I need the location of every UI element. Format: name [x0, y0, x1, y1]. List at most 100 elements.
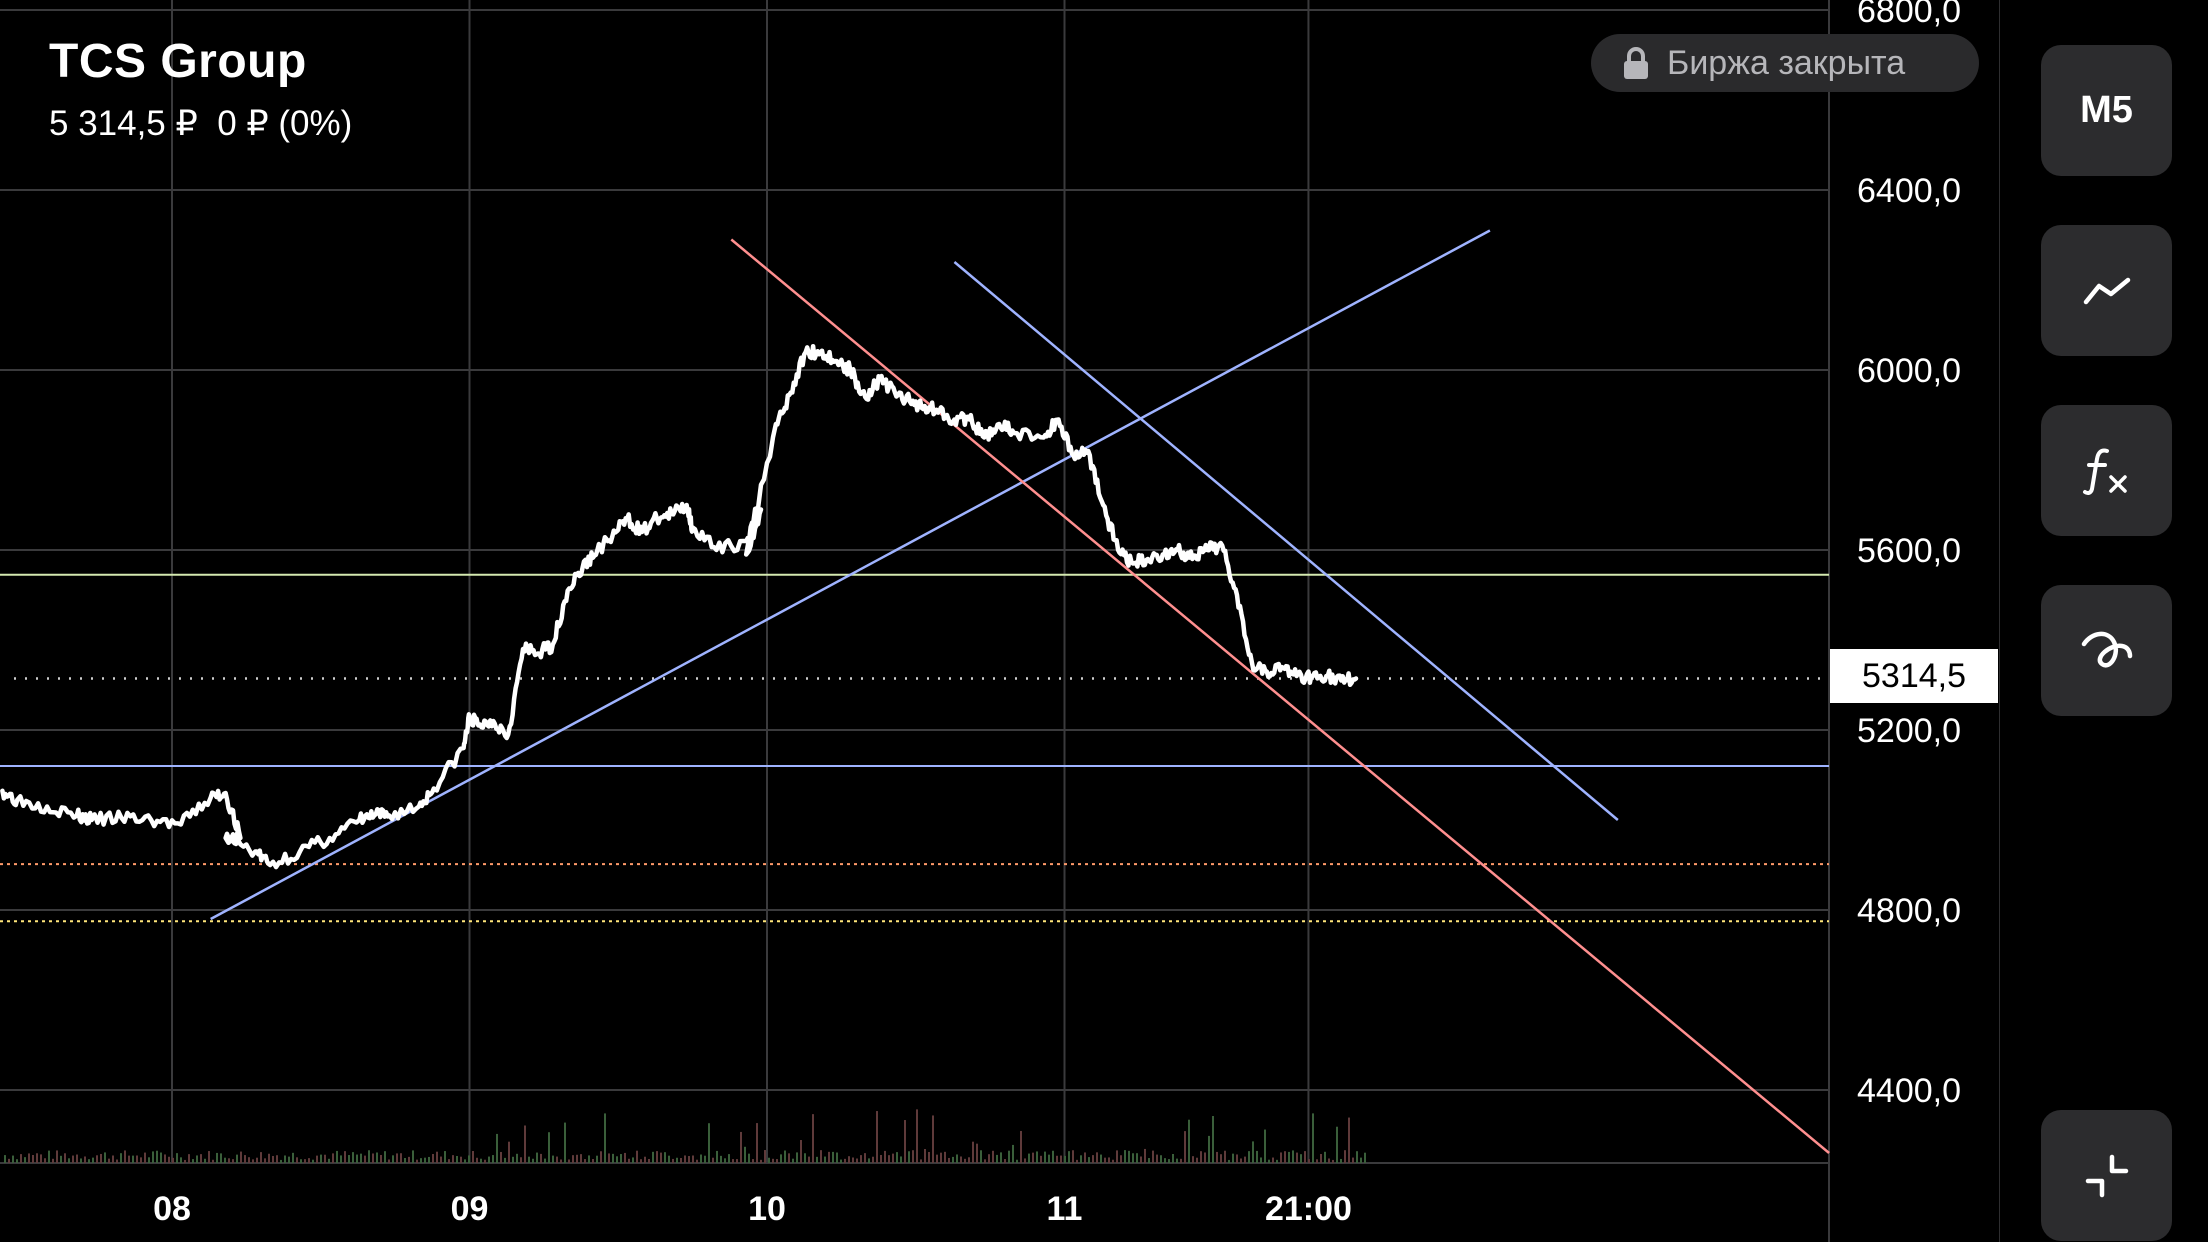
volume-bar — [452, 1155, 454, 1163]
y-tick-label: 6000,0 — [1857, 352, 1961, 390]
volume-bar — [92, 1157, 94, 1163]
volume-bar — [108, 1158, 110, 1163]
volume-bar — [864, 1153, 866, 1163]
volume-bar — [256, 1157, 258, 1163]
volume-bar — [56, 1150, 58, 1163]
volume-bar — [548, 1132, 550, 1163]
volume-bar — [1272, 1157, 1274, 1163]
volume-bar — [596, 1155, 598, 1163]
volume-bar — [328, 1158, 330, 1163]
volume-bar — [788, 1153, 790, 1163]
volume-bar — [716, 1150, 718, 1163]
volume-bar — [348, 1155, 350, 1163]
price-series — [0, 343, 1359, 870]
volume-bar — [288, 1156, 290, 1163]
volume-bar — [220, 1153, 222, 1163]
volume-bar — [904, 1120, 906, 1163]
volume-bar — [1088, 1157, 1090, 1163]
volume-bar — [1348, 1117, 1350, 1163]
volume-bar — [972, 1141, 974, 1163]
volume-bar — [932, 1115, 934, 1163]
volume-bar — [752, 1159, 754, 1163]
volume-bar — [344, 1151, 346, 1163]
volume-bar — [976, 1143, 978, 1163]
volume-bar — [308, 1158, 310, 1163]
volume-bar — [1324, 1151, 1326, 1163]
volume-bar — [36, 1153, 38, 1163]
volume-bar — [8, 1158, 10, 1163]
volume-bar — [680, 1157, 682, 1163]
volume-bar — [504, 1157, 506, 1163]
volume-bar — [316, 1155, 318, 1163]
volume-bar — [1100, 1154, 1102, 1163]
volume-bar — [416, 1159, 418, 1163]
volume-bar — [524, 1125, 526, 1163]
volume-bar — [816, 1156, 818, 1163]
price-line[interactable] — [0, 343, 1359, 870]
volume-bar — [544, 1158, 546, 1163]
trend-line[interactable] — [953, 261, 1619, 821]
volume-bar — [556, 1156, 558, 1163]
volume-bar — [232, 1159, 234, 1163]
volume-bar — [616, 1156, 618, 1163]
volume-bar — [736, 1159, 738, 1163]
volume-bar — [20, 1154, 22, 1163]
volume-bar — [1340, 1158, 1342, 1163]
volume-bar — [284, 1155, 286, 1163]
volume-bar — [428, 1156, 430, 1163]
interval-button[interactable]: M5 — [2041, 45, 2172, 176]
instrument-title: TCS Group — [49, 35, 307, 88]
volume-bar — [956, 1154, 958, 1163]
volume-bar — [1216, 1151, 1218, 1163]
volume-bar — [1192, 1156, 1194, 1163]
volume-bar — [276, 1155, 278, 1163]
volume-bar — [588, 1155, 590, 1163]
volume-bar — [520, 1157, 522, 1163]
indicators-button[interactable] — [2041, 405, 2172, 536]
volume-bar — [332, 1153, 334, 1163]
volume-bar — [572, 1155, 574, 1163]
volume-bar — [1204, 1152, 1206, 1163]
volume-bar — [1228, 1159, 1230, 1163]
function-icon — [2082, 448, 2127, 495]
volume-bar — [1116, 1150, 1118, 1163]
volume-bar — [488, 1156, 490, 1163]
volume-bar — [1328, 1158, 1330, 1163]
trend-line[interactable] — [730, 238, 1830, 1154]
volume-bar — [132, 1155, 134, 1163]
volume-bar — [536, 1152, 538, 1163]
volume-bar — [1220, 1154, 1222, 1163]
volume-bar — [304, 1159, 306, 1163]
volume-bar — [836, 1152, 838, 1163]
volume-bar — [440, 1156, 442, 1163]
volume-bar — [844, 1158, 846, 1163]
volume-bar — [128, 1155, 130, 1163]
volume-bar — [832, 1151, 834, 1163]
chart-type-button[interactable] — [2041, 225, 2172, 356]
volume-bar — [280, 1159, 282, 1163]
volume-bar — [152, 1151, 154, 1163]
volume-bar — [740, 1131, 742, 1163]
volume-bar — [924, 1149, 926, 1163]
volume-bar — [1084, 1152, 1086, 1163]
volume-bar — [1080, 1155, 1082, 1163]
volume-bar — [112, 1155, 114, 1163]
volume-bar — [484, 1159, 486, 1163]
drawing-tools-button[interactable] — [2041, 585, 2172, 716]
volume-bar — [312, 1159, 314, 1163]
volume-bar — [1024, 1158, 1026, 1163]
volume-bar — [852, 1157, 854, 1163]
volume-bar — [196, 1155, 198, 1163]
volume-bar — [644, 1156, 646, 1163]
volume-bar — [244, 1155, 246, 1163]
volume-bar — [228, 1158, 230, 1163]
volume-bar — [1152, 1150, 1154, 1163]
volume-bar — [1144, 1148, 1146, 1163]
volume-bar — [1124, 1150, 1126, 1163]
volume-bar — [1260, 1157, 1262, 1163]
x-tick-label: 21:00 — [1265, 1190, 1352, 1228]
volume-bar — [1344, 1150, 1346, 1163]
volume-bar — [996, 1154, 998, 1163]
collapse-button[interactable] — [2041, 1110, 2172, 1241]
